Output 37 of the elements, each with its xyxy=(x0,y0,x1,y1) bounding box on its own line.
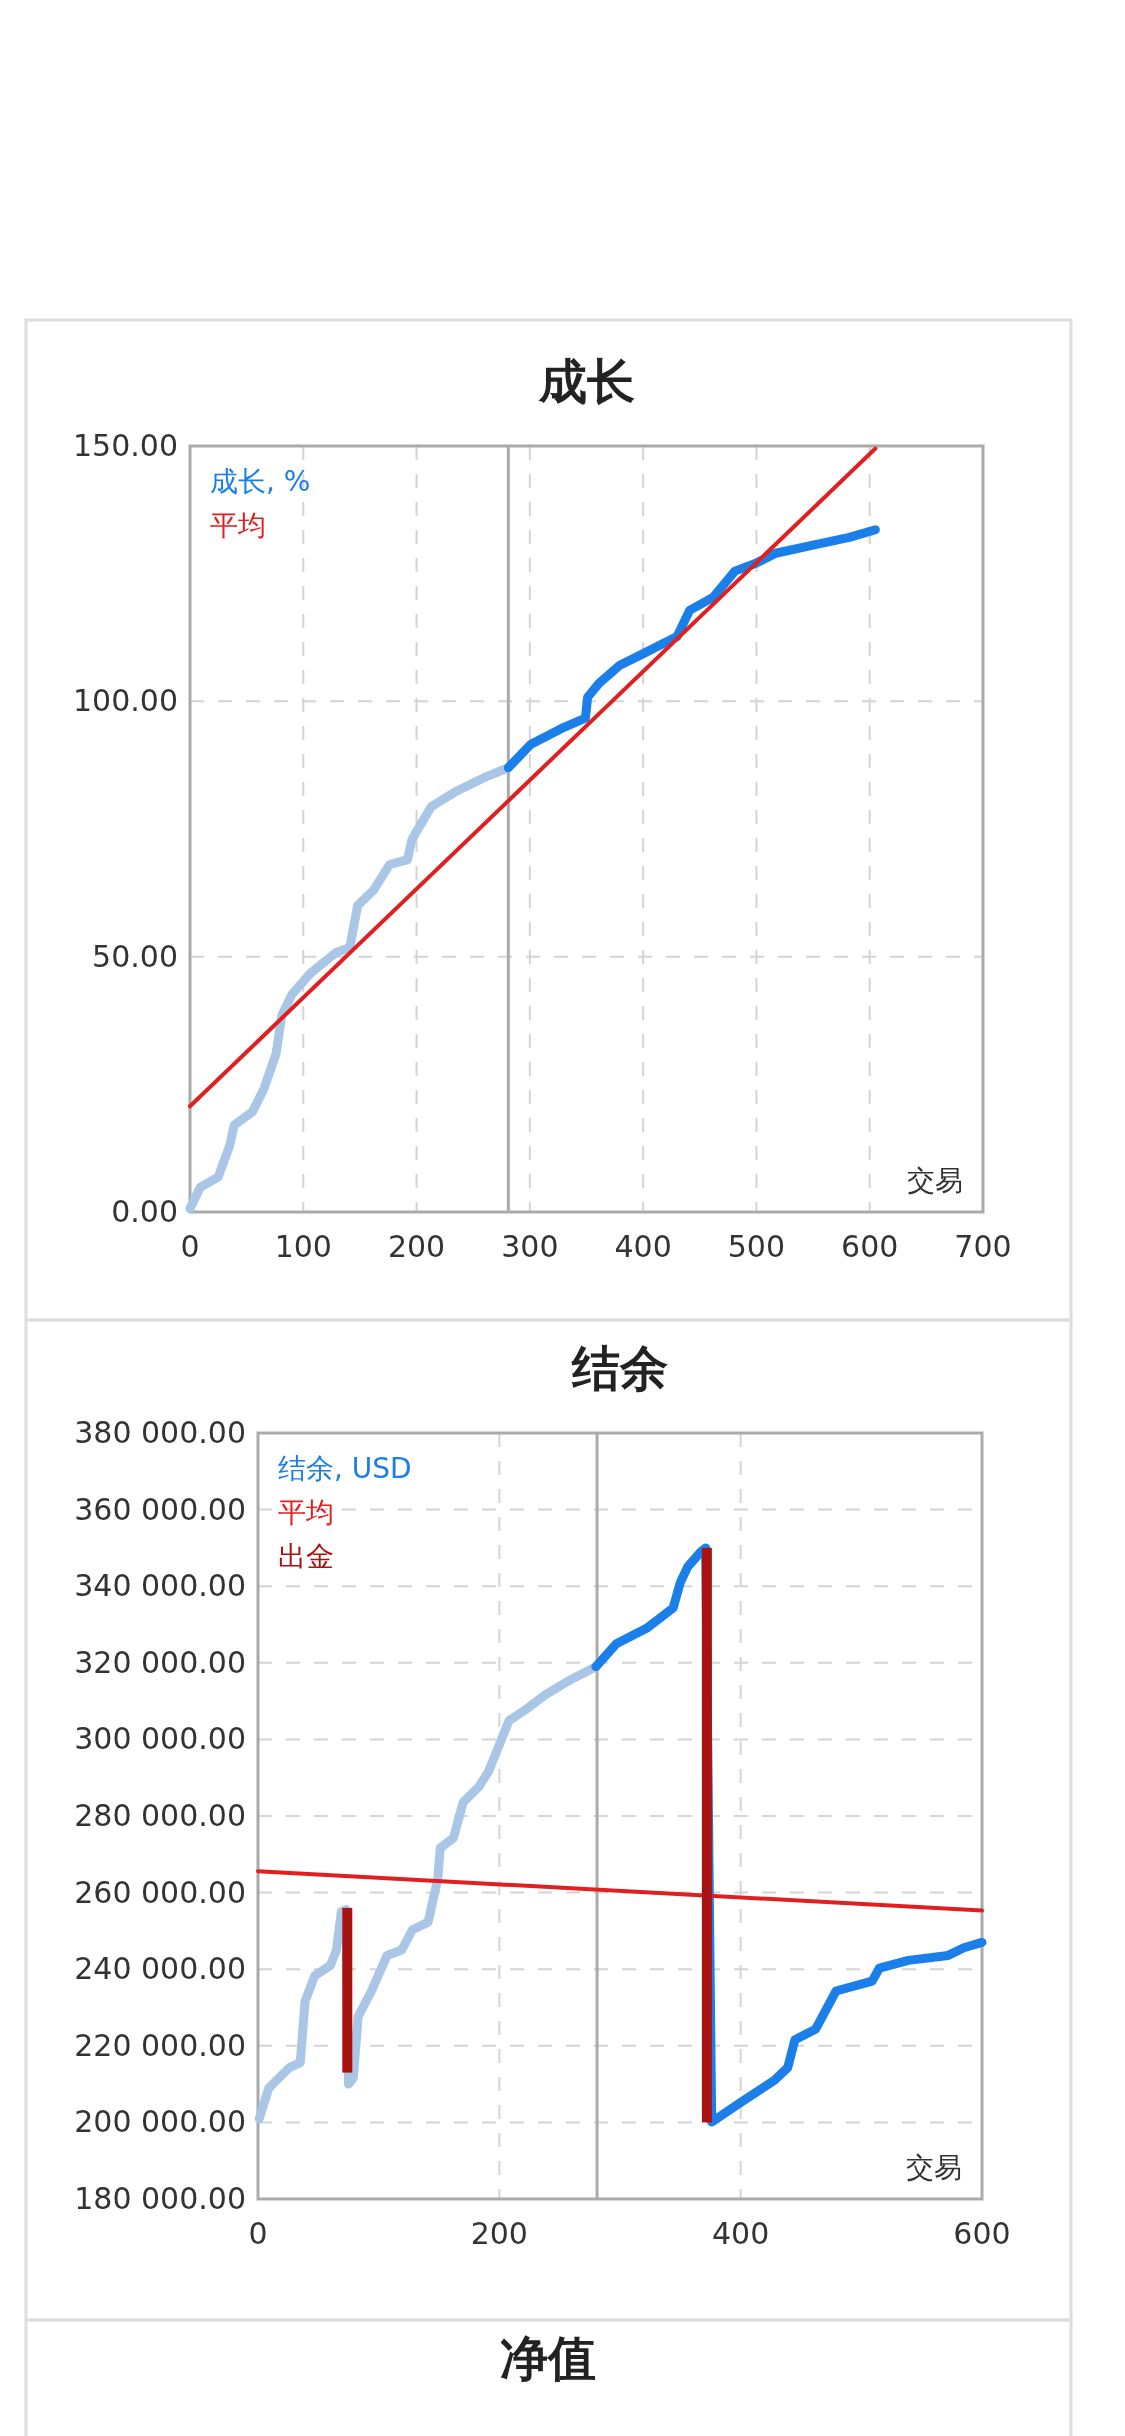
y-tick-label: 220 000.00 xyxy=(74,2027,246,2063)
y-tick-label: 50.00 xyxy=(92,938,178,974)
text: 出金 xyxy=(278,1540,334,1573)
y-tick-label: 200 000.00 xyxy=(74,2104,246,2140)
x-tick-label: 300 xyxy=(501,1229,559,1264)
y-tick-label: 150.00 xyxy=(73,428,178,463)
x-axis-title: 交易 xyxy=(907,1164,963,1197)
y-tick-label: 380 000.00 xyxy=(74,1415,246,1450)
text: 平均 xyxy=(210,509,266,542)
x-tick-label: 0 xyxy=(248,2216,268,2251)
chart-title: 成长 xyxy=(537,353,635,409)
x-tick-label: 700 xyxy=(954,1229,1012,1264)
y-tick-label: 240 000.00 xyxy=(74,1951,246,1987)
y-tick-label: 0.00 xyxy=(111,1194,178,1229)
x-tick-label: 600 xyxy=(953,2216,1011,2251)
x-tick-label: 400 xyxy=(712,2216,770,2251)
x-tick-label: 400 xyxy=(614,1229,672,1264)
y-tick-label: 100.00 xyxy=(73,683,178,719)
text: 平均 xyxy=(278,1496,334,1529)
y-tick-label: 320 000.00 xyxy=(74,1644,246,1680)
y-tick-label: 340 000.00 xyxy=(74,1568,246,1604)
text: 净值 xyxy=(500,2330,596,2386)
chart-title: 结余 xyxy=(571,1340,668,1396)
y-tick-label: 300 000.00 xyxy=(74,1721,246,1757)
x-tick-label: 200 xyxy=(470,2216,528,2251)
x-axis-title: 交易 xyxy=(906,2151,962,2184)
x-tick-label: 500 xyxy=(727,1229,786,1264)
x-tick-label: 200 xyxy=(387,1229,446,1264)
x-tick-label: 600 xyxy=(841,1229,899,1264)
y-tick-label: 260 000.00 xyxy=(74,1874,246,1910)
text: 结余, USD xyxy=(278,1452,412,1485)
x-tick-label: 0 xyxy=(180,1229,200,1264)
x-tick-label: 100 xyxy=(274,1229,332,1264)
y-tick-label: 360 000.00 xyxy=(74,1491,246,1527)
text: 成长, % xyxy=(210,465,311,498)
y-tick-label: 180 000.00 xyxy=(74,2181,246,2216)
y-tick-label: 280 000.00 xyxy=(74,1798,246,1833)
